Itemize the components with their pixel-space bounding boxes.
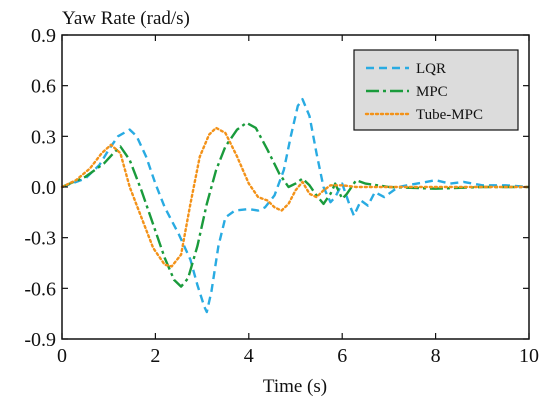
y-tick-label: -0.3 bbox=[24, 228, 56, 250]
x-tick-label: 10 bbox=[519, 345, 539, 367]
series-line-lqr bbox=[61, 97, 530, 314]
x-tick-label: 4 bbox=[244, 345, 254, 367]
y-tick-label: -0.6 bbox=[24, 278, 56, 300]
x-tick-label: 6 bbox=[337, 345, 347, 367]
y-axis-title: Yaw Rate (rad/s) bbox=[62, 8, 190, 29]
x-tick-label: 2 bbox=[150, 345, 160, 367]
legend-label-tube-mpc: Tube-MPC bbox=[416, 107, 483, 123]
series-line-tube-mpc bbox=[60, 126, 531, 268]
y-tick-label: 0.3 bbox=[31, 126, 56, 148]
series-line-mpc bbox=[61, 121, 529, 288]
plot-lines bbox=[60, 97, 531, 314]
x-axis-title: Time (s) bbox=[263, 376, 327, 397]
y-tick-label: -0.9 bbox=[24, 329, 56, 351]
tick-labels: 0 2 4 6 8 10 0.9 0.6 0.3 0.0 -0.3 -0.6 -0.9 bbox=[24, 25, 539, 367]
y-tick-label: 0.6 bbox=[31, 76, 56, 98]
legend-label-lqr: LQR bbox=[416, 61, 446, 77]
axis-ticks bbox=[61, 34, 530, 340]
legend-label-mpc: MPC bbox=[416, 84, 448, 100]
y-tick-label: 0.9 bbox=[31, 25, 56, 47]
y-tick-label: 0.0 bbox=[31, 177, 56, 199]
legend: LQR MPC Tube-MPC bbox=[353, 49, 519, 131]
x-tick-label: 8 bbox=[431, 345, 441, 367]
legend-box bbox=[353, 49, 519, 131]
x-tick-label: 0 bbox=[57, 345, 67, 367]
